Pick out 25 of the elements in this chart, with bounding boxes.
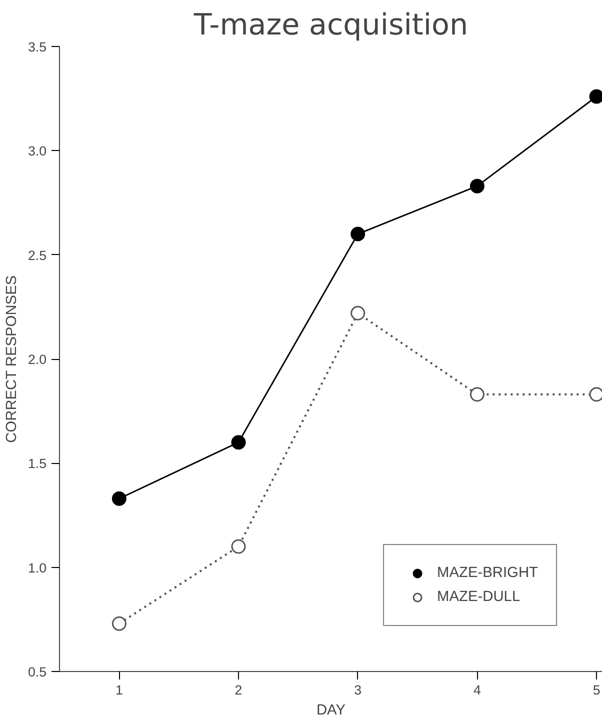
point: [112, 616, 126, 631]
legend-label: MAZE-BRIGHT: [437, 565, 538, 581]
chart-title: T-maze acquisition: [192, 8, 468, 42]
point: [350, 306, 366, 320]
x-axis-title: DAY: [316, 702, 346, 718]
x-tick-label: 1: [115, 682, 123, 698]
point: [231, 435, 246, 450]
y-axis-title: CORRECT RESPONSES: [4, 275, 20, 443]
point: [350, 226, 366, 242]
x-tick-label: 3: [354, 682, 362, 698]
x-tick-label: 2: [234, 682, 242, 698]
x-tick-label: 5: [592, 682, 600, 698]
point: [112, 491, 126, 506]
y-tick-label: 1.5: [28, 456, 47, 472]
x-tick-label: 4: [473, 682, 482, 698]
point: [470, 178, 484, 194]
y-tick-label: 2.0: [28, 352, 47, 367]
y-tick-label: 2.5: [28, 248, 47, 263]
y-tick-label: 0.5: [28, 664, 47, 680]
point: [470, 387, 484, 402]
y-tick-label: 3.0: [28, 144, 47, 159]
y-tick-label: 1.0: [28, 560, 47, 576]
y-tick-label: 3.5: [28, 40, 47, 54]
point: [231, 539, 246, 554]
legend-label: MAZE-DULL: [437, 589, 520, 605]
